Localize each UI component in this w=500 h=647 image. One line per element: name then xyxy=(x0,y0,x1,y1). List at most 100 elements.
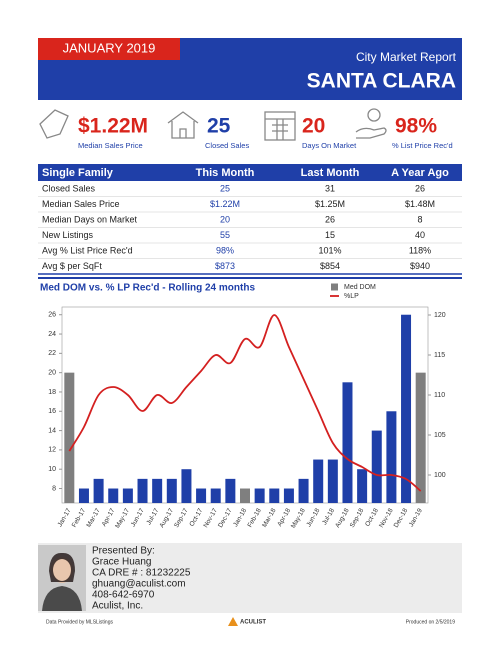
agent-email: ghuang@aculist.com xyxy=(92,579,186,590)
table-cell: New Listings xyxy=(42,230,94,240)
table-header: Single Family xyxy=(42,167,114,179)
logo-text: ACULIST xyxy=(240,620,266,626)
y-tick-label: 20 xyxy=(48,369,56,376)
line-series xyxy=(68,314,422,492)
x-tick-label: Sep-18 xyxy=(349,507,366,529)
house-icon xyxy=(167,111,199,139)
x-tick-label: Mar-18 xyxy=(261,507,278,529)
table-cell: $854 xyxy=(320,261,340,271)
stat-value: 98% xyxy=(395,115,437,138)
chart: 8101214161820222426100105110115120Jan-17… xyxy=(48,283,446,530)
table-cell: 31 xyxy=(325,183,335,193)
stat-value: $1.22M xyxy=(78,115,148,138)
y2-tick-label: 110 xyxy=(434,392,445,399)
bar xyxy=(181,469,192,503)
hand-icon xyxy=(355,127,387,139)
legend-swatch xyxy=(331,283,338,291)
photo-body xyxy=(42,586,82,611)
bar xyxy=(313,459,324,503)
bar xyxy=(122,488,133,503)
bar xyxy=(210,488,221,503)
table-cell: 25 xyxy=(220,183,230,193)
table-header: Last Month xyxy=(301,167,360,179)
bar xyxy=(327,459,338,503)
table-cell: Median Sales Price xyxy=(42,199,120,209)
table-cell: 20 xyxy=(220,214,230,224)
x-tick-label: Dec-18 xyxy=(393,507,410,529)
bar xyxy=(166,478,177,503)
x-tick-label: May-17 xyxy=(114,507,131,530)
x-tick-label: May-18 xyxy=(290,507,307,530)
bar xyxy=(108,488,119,503)
stat-value: 20 xyxy=(302,115,325,138)
chart-title: Med DOM vs. % LP Rec'd - Rolling 24 mont… xyxy=(40,283,255,294)
table-cell: 101% xyxy=(318,245,341,255)
data-source: Data Provided by MLSListings xyxy=(46,619,113,625)
agent-dre: CA DRE # : 81232225 xyxy=(92,568,191,579)
y-tick-label: 10 xyxy=(48,466,56,473)
table-cell: 118% xyxy=(409,245,431,255)
table-cell: 40 xyxy=(415,230,425,240)
stat-icons xyxy=(39,108,387,141)
legend-label: %LP xyxy=(344,293,359,300)
bar xyxy=(269,488,280,503)
table-header: This Month xyxy=(196,167,255,179)
bar xyxy=(93,478,104,503)
table-cell: Closed Sales xyxy=(42,183,96,193)
stats: $1.22M Median Sales Price 25 Closed Sales 20… xyxy=(78,115,453,150)
y-tick-label: 16 xyxy=(48,408,56,415)
x-tick-label: Jun-18 xyxy=(305,507,321,528)
bar xyxy=(342,382,353,503)
agent-name: Grace Huang xyxy=(92,557,151,568)
x-tick-label: Jan-19 xyxy=(408,507,424,528)
bar xyxy=(196,488,207,503)
bar xyxy=(78,488,89,503)
agent-band xyxy=(38,543,462,613)
table-cell: Median Days on Market xyxy=(42,214,138,224)
table-cell: 26 xyxy=(325,214,335,224)
logo-mark xyxy=(228,617,238,626)
stat-label: Closed Sales xyxy=(205,141,249,150)
bar xyxy=(283,488,294,503)
bar xyxy=(240,488,250,503)
produced-date: Produced on 2/5/2019 xyxy=(406,619,455,625)
y-tick-label: 26 xyxy=(48,312,56,319)
tag-icon xyxy=(39,109,69,139)
x-tick-label: Dec-17 xyxy=(217,507,234,529)
x-tick-label: Jul-18 xyxy=(321,507,336,526)
presented-by: Presented By: xyxy=(92,546,155,557)
table-cell: $1.25M xyxy=(315,199,345,209)
x-tick-label: Sep-17 xyxy=(173,507,190,529)
city-name: SANTA CLARA xyxy=(307,70,456,93)
date-badge-text: JANUARY 2019 xyxy=(63,40,156,55)
date-badge xyxy=(38,38,180,60)
stat-label: Median Sales Price xyxy=(78,141,143,150)
table-cell: Avg $ per SqFt xyxy=(42,261,102,271)
table-header-bg xyxy=(38,164,462,181)
bar xyxy=(415,372,426,503)
table-cell: $940 xyxy=(410,261,430,271)
x-tick-label: Mar-17 xyxy=(85,507,102,529)
table-cell: 55 xyxy=(220,230,230,240)
bar xyxy=(225,478,236,503)
y-tick-label: 14 xyxy=(48,427,56,434)
x-tick-label: Jun-17 xyxy=(130,507,146,528)
calendar-grid xyxy=(265,118,295,140)
bar xyxy=(357,469,368,503)
bar xyxy=(371,430,382,503)
y2-tick-label: 105 xyxy=(434,432,446,439)
y-tick-label: 12 xyxy=(48,447,56,454)
calendar-icon xyxy=(264,111,296,141)
y2-tick-label: 120 xyxy=(434,312,446,319)
table-cell: Avg % List Price Rec'd xyxy=(42,245,133,255)
agent-phone: 408-642-6970 xyxy=(92,590,155,601)
table-header: A Year Ago xyxy=(391,167,449,179)
table-cell: 15 xyxy=(325,230,335,240)
report-subtitle: City Market Report xyxy=(356,50,457,64)
bar xyxy=(254,488,265,503)
table-cell: 26 xyxy=(415,183,425,193)
bar xyxy=(386,411,397,503)
stat-label: Days On Market xyxy=(302,141,357,150)
